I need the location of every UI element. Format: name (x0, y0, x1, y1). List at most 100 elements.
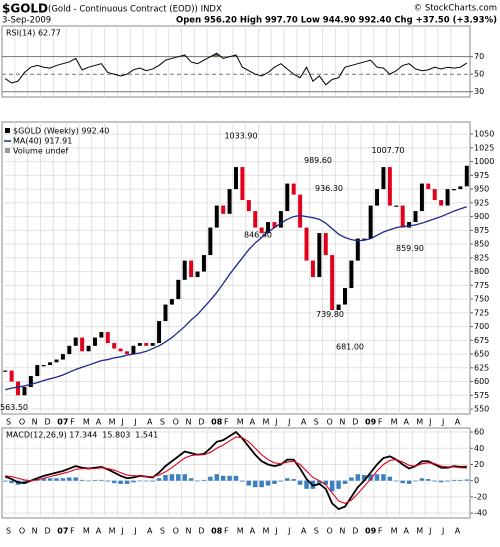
candle-body (144, 343, 149, 346)
candle-body (266, 222, 271, 234)
candle-body (176, 279, 181, 300)
x-tick-label: F (378, 527, 383, 536)
annotation: 989.60 (304, 156, 332, 165)
histogram-bar (220, 475, 226, 481)
histogram-bar (329, 480, 335, 492)
candle-body (201, 255, 206, 272)
histogram-bar (92, 479, 98, 481)
candle-body (73, 337, 78, 346)
histogram-bar (188, 478, 194, 481)
x-tick-label: J (287, 418, 290, 427)
x-tick-label: S (6, 527, 11, 536)
y-tick-label: 60 (474, 428, 484, 437)
candle-body (9, 370, 14, 382)
x-tick-label: 09 (365, 527, 377, 536)
x-tick-label: J (287, 527, 290, 536)
histogram-bar (419, 478, 425, 481)
x-tick-label: M (109, 418, 116, 427)
x-tick-label: F (70, 418, 75, 427)
y-tick-label: 50 (474, 70, 484, 79)
y-tick-label: 800 (474, 267, 489, 276)
line (4, 430, 467, 511)
candle-body (118, 348, 123, 352)
histogram-bar (214, 474, 220, 481)
candle-body (445, 189, 450, 206)
candle-body (407, 222, 412, 228)
x-tick-label: 07 (57, 527, 68, 536)
candle-body (227, 189, 232, 214)
histogram-bar (156, 478, 162, 481)
y-tick-label: 975 (474, 171, 489, 180)
x-tick-label: A (250, 527, 256, 536)
candle-body (464, 165, 469, 187)
x-tick-label: N (339, 527, 345, 536)
x-tick-label: M (109, 527, 116, 536)
candle-body (157, 321, 162, 344)
y-tick-label: 700 (474, 322, 489, 331)
histogram-bar (342, 480, 348, 484)
x-tick-label: J (133, 527, 136, 536)
legend-entry: $GOLD (Weekly) 992.40 (13, 127, 109, 136)
annotation: 739.80 (316, 310, 344, 319)
y-tick-label: 775 (474, 281, 489, 290)
candle-body (304, 227, 309, 261)
histogram-bar (131, 480, 136, 483)
histogram-bar (252, 480, 258, 488)
histogram-bar (278, 480, 284, 482)
histogram-bar (355, 474, 361, 481)
candle-body (105, 332, 110, 344)
candle-body (182, 260, 187, 280)
x-tick-label: 07 (57, 418, 68, 427)
histogram-bar (41, 478, 46, 481)
annotation: 563.50 (0, 403, 28, 412)
candle-body (394, 205, 399, 207)
y-tick-label: 30 (474, 87, 484, 96)
candle-body (189, 260, 194, 278)
x-tick-label: D (198, 418, 204, 427)
candle-body (413, 211, 418, 223)
x-tick-label: A (147, 418, 153, 427)
histogram-bar (445, 480, 450, 482)
candle-body (259, 227, 264, 234)
histogram-bar (105, 480, 111, 482)
x-tick-label: D (352, 418, 358, 427)
histogram-bar (246, 480, 252, 486)
x-tick-label: J (428, 418, 431, 427)
y-tick-label: 850 (474, 240, 489, 249)
y-tick-label: 950 (474, 185, 489, 194)
y-tick-label: 575 (474, 391, 489, 400)
x-tick-label: J (441, 527, 444, 536)
candle-body (368, 205, 373, 239)
x-tick-label: A (403, 527, 409, 536)
histogram-bar (464, 479, 470, 481)
annotation: 1007.70 (371, 146, 404, 155)
candle-body (432, 189, 437, 201)
x-tick-label: A (455, 418, 461, 427)
histogram-bar (400, 480, 405, 484)
candle-body (400, 205, 405, 228)
y-tick-label: 70 (474, 52, 484, 61)
x-tick-label: S (160, 418, 165, 427)
y-tick-label: 875 (474, 226, 489, 235)
x-tick-label: M (416, 527, 423, 536)
x-tick-label: F (224, 527, 229, 536)
candle-body (214, 205, 219, 228)
legend-entry: MACD(12,26,9) 17.344 (6, 431, 97, 440)
candle-body (381, 167, 386, 190)
candle-body (169, 299, 174, 305)
candle-body (439, 200, 444, 206)
histogram-bar (2, 480, 8, 482)
histogram-bar (124, 480, 130, 484)
histogram-bar (297, 480, 303, 485)
y-tick-label: 750 (474, 295, 489, 304)
y-tick-label: 1050 (474, 130, 494, 139)
x-tick-label: N (186, 527, 192, 536)
y-tick-label: 40 (474, 444, 484, 453)
candle-body (458, 186, 463, 190)
y-tick-label: 675 (474, 336, 489, 345)
candle-body (330, 255, 335, 311)
x-tick-label: A (96, 418, 102, 427)
histogram-bar (304, 480, 309, 489)
y-tick-label: 600 (474, 377, 489, 386)
candle-body (419, 183, 424, 212)
